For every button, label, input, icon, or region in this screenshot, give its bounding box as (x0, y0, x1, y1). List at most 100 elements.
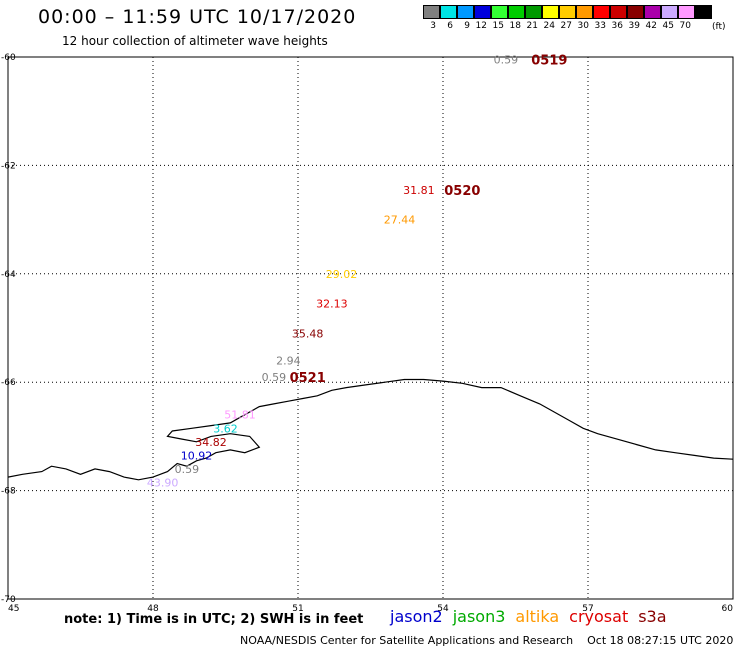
wave-height-label: 43.90 (147, 476, 179, 489)
color-scale-label: 42 (645, 21, 657, 31)
wave-height-label: 10.92 (181, 449, 213, 462)
color-scale-label: 27 (560, 21, 572, 31)
color-swatch (440, 5, 457, 19)
wave-height-label: 32.13 (316, 298, 348, 311)
wave-height-label: 0.59 (262, 371, 287, 384)
wave-height-label: 51.81 (224, 409, 256, 422)
color-scale-label: 9 (464, 21, 470, 31)
x-tick-label: 48 (147, 604, 159, 614)
color-swatch (457, 5, 474, 19)
mission-legend-item: cryosat (569, 607, 629, 626)
color-scale-bin: 33 (592, 5, 610, 31)
color-scale-bin: 45 (660, 5, 678, 31)
mission-legend-item: s3a (638, 607, 667, 626)
color-scale-bin: 3 (422, 5, 440, 31)
pass-time-labels: 0519 0520 0521 (290, 54, 568, 386)
coastline-path (7, 378, 734, 481)
color-scale-bin: 39 (626, 5, 644, 31)
mission-legend-item: altika (515, 607, 560, 626)
color-scale-bin: 18 (507, 5, 525, 31)
x-tick-label: 51 (292, 604, 303, 614)
color-swatch (491, 5, 508, 19)
color-scale-label: 39 (628, 21, 640, 31)
coastline (7, 378, 734, 481)
color-swatch (593, 5, 610, 19)
color-scale-label: 15 (492, 21, 504, 31)
color-swatch (678, 5, 695, 19)
color-scale-bin: 30 (575, 5, 593, 31)
mission-legend-item: jason2 (390, 607, 443, 626)
pass-time-label: 0521 (290, 371, 326, 386)
generated-timestamp: Oct 18 08:27:15 UTC 2020 (587, 634, 734, 647)
color-scale-bin: 70 (677, 5, 695, 31)
color-scale-bin: 15 (490, 5, 508, 31)
wave-height-label: 2.94 (276, 355, 301, 368)
color-scale-label: 3 (430, 21, 436, 31)
x-tick-label: 45 (8, 604, 19, 614)
color-scale-label: 6 (447, 21, 453, 31)
color-swatch (661, 5, 678, 19)
color-scale-label: 30 (577, 21, 589, 31)
color-swatch (610, 5, 627, 19)
color-scale-label: 45 (662, 21, 674, 31)
wave-height-label: 29.02 (326, 268, 358, 281)
y-tick-label: -64 (1, 270, 16, 280)
wave-height-label: 3.62 (213, 422, 238, 435)
color-swatch (525, 5, 542, 19)
color-swatch (644, 5, 661, 19)
color-scale-label: 12 (475, 21, 487, 31)
color-scale-label: 21 (526, 21, 538, 31)
chart-title: 00:00 – 11:59 UTC 10/17/2020 (38, 6, 357, 28)
color-scale-label: 24 (543, 21, 555, 31)
wave-height-label: 31.81 (403, 184, 435, 197)
y-tick-label: -66 (1, 378, 16, 388)
y-tick-label: -62 (1, 161, 16, 171)
x-tick-label: 57 (582, 604, 593, 614)
color-scale-label: 18 (509, 21, 521, 31)
footer-note: note: 1) Time is in UTC; 2) SWH is in fe… (64, 612, 364, 627)
y-tick-label: -70 (1, 595, 16, 605)
color-scale-legend: 3 6 9 12 15 18 21 24 27 30 33 36 39 42 45 70 (422, 5, 712, 31)
y-tick-label: -68 (1, 487, 16, 497)
color-scale-bin (694, 5, 712, 31)
color-swatch (576, 5, 593, 19)
wave-height-label: 0.59 (175, 463, 200, 476)
credit-text: NOAA/NESDIS Center for Satellite Applica… (240, 634, 574, 647)
wave-height-labels: 0.59 31.81 27.44 29.02 32.13 35.48 2.94 0.59 51.… (147, 54, 518, 490)
color-swatch (474, 5, 491, 19)
color-scale-bin: 27 (558, 5, 576, 31)
color-scale-label: 70 (679, 21, 691, 31)
color-swatch (559, 5, 576, 19)
footer-credit: NOAA/NESDIS Center for Satellite Applica… (240, 634, 733, 647)
grid-lines (8, 57, 733, 599)
color-scale-bin: 42 (643, 5, 661, 31)
color-swatch (542, 5, 559, 19)
wave-height-label: 35.48 (292, 327, 324, 340)
color-scale-bin: 12 (473, 5, 491, 31)
x-tick-label: 60 (722, 604, 734, 614)
color-swatch (627, 5, 644, 19)
y-tick-label: -60 (1, 53, 16, 63)
color-scale-bin: 21 (524, 5, 542, 31)
wave-height-label: 27.44 (384, 214, 416, 227)
color-swatch (423, 5, 440, 19)
color-swatch (695, 5, 712, 19)
mission-legend-item: jason3 (452, 607, 506, 626)
color-swatch (508, 5, 525, 19)
plot-frame (7, 56, 734, 600)
pass-time-label: 0520 (444, 184, 480, 199)
color-scale-bin: 24 (541, 5, 559, 31)
color-scale-bin: 9 (456, 5, 474, 31)
pass-time-label: 0519 (531, 54, 567, 69)
axis-tick-labels: 45 48 51 54 57 60 -60 -62 -64 -66 -68 -70 (1, 53, 733, 614)
color-scale-label: 33 (594, 21, 606, 31)
mission-legend: jason2 jason3 altika cryosat s3a (390, 607, 677, 626)
wave-height-label: 0.59 (494, 54, 519, 67)
chart-subtitle: 12 hour collection of altimeter wave hei… (62, 34, 328, 48)
color-scale-bin: 6 (439, 5, 457, 31)
color-scale-bin: 36 (609, 5, 627, 31)
x-tick-label: 54 (437, 604, 449, 614)
wave-height-label: 34.82 (195, 436, 227, 449)
color-scale-unit: (ft) (712, 22, 726, 32)
